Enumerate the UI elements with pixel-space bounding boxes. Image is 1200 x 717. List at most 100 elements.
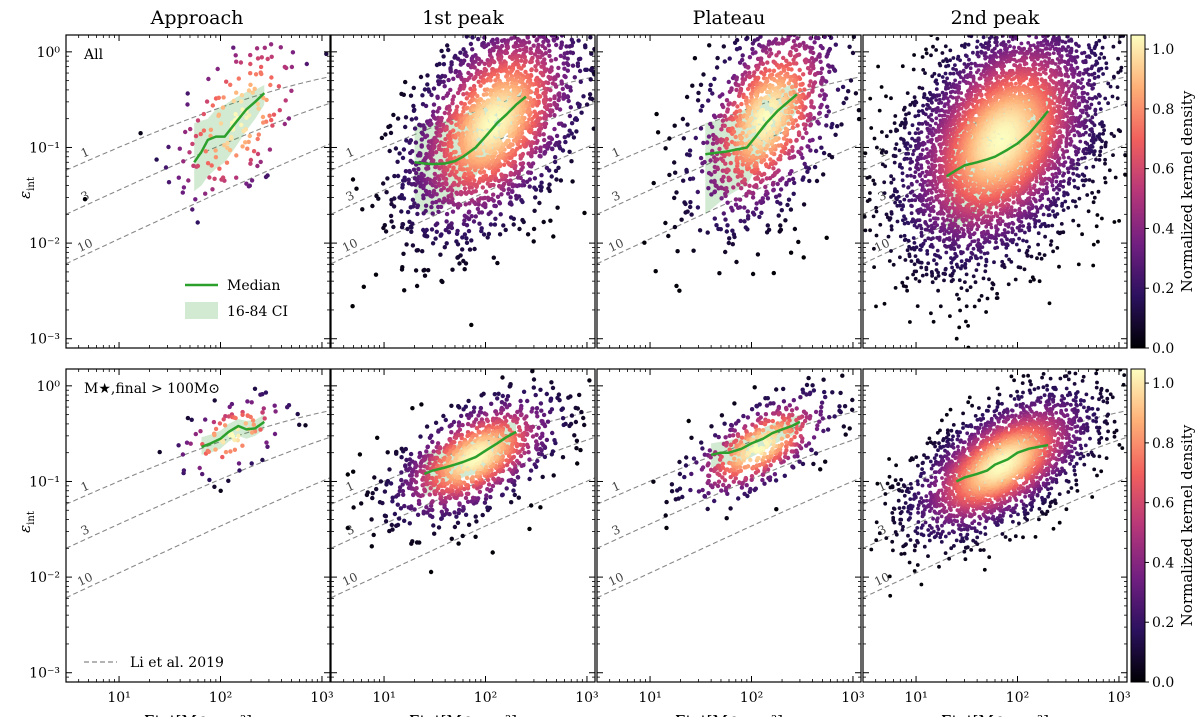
scatter-point xyxy=(413,140,419,145)
scatter-point xyxy=(1093,112,1098,117)
scatter-point xyxy=(726,240,731,246)
scatter-point xyxy=(937,97,942,102)
scatter-point xyxy=(574,129,579,134)
scatter-point xyxy=(1071,124,1076,129)
scatter-point xyxy=(447,107,452,113)
scatter-point xyxy=(181,159,186,164)
scatter-point xyxy=(1034,35,1039,40)
scatter-point xyxy=(511,159,516,165)
scatter-point xyxy=(289,88,294,94)
scatter-point xyxy=(472,126,477,132)
scatter-point xyxy=(710,91,715,96)
scatter-point xyxy=(408,138,414,143)
scatter-point xyxy=(932,258,936,263)
scatter-point xyxy=(947,226,951,231)
scatter-point xyxy=(483,173,489,178)
scatter-point xyxy=(256,106,261,111)
scatter-point xyxy=(1096,239,1100,244)
scatter-point xyxy=(959,259,964,264)
scatter-point xyxy=(410,160,415,165)
scatter-point xyxy=(734,155,740,161)
scatter-point xyxy=(1063,40,1068,45)
scatter-point xyxy=(1022,267,1027,272)
scatter-point xyxy=(1081,149,1086,154)
scatter-point xyxy=(187,150,192,155)
scatter-point xyxy=(1013,232,1018,237)
scatter-point xyxy=(505,138,510,144)
scatter-point xyxy=(1104,66,1109,70)
scatter-point xyxy=(728,160,733,166)
scatter-point xyxy=(418,74,424,80)
scatter-point xyxy=(522,60,528,65)
scatter-point xyxy=(422,87,428,92)
scatter-point xyxy=(928,201,933,206)
scatter-point xyxy=(916,109,921,114)
scatter-point xyxy=(975,45,979,50)
scatter-point xyxy=(441,185,447,191)
scatter-point xyxy=(942,104,947,109)
scatter-point xyxy=(427,89,432,94)
scatter-point xyxy=(898,200,902,204)
scatter-point xyxy=(825,104,830,110)
scatter-point xyxy=(929,223,934,228)
scatter-point xyxy=(969,35,974,39)
scatter-point xyxy=(994,240,998,245)
scatter-point xyxy=(781,99,786,104)
scatter-point xyxy=(190,141,195,147)
scatter-point xyxy=(707,87,713,93)
scatter-point xyxy=(1034,205,1039,210)
li2019-curve-alpha-10 xyxy=(66,143,330,265)
scatter-point xyxy=(464,53,469,59)
scatter-point xyxy=(985,251,990,256)
scatter-point xyxy=(228,82,233,88)
scatter-point xyxy=(434,138,440,144)
scatter-point xyxy=(884,134,889,139)
scatter-point xyxy=(231,45,236,50)
scatter-point xyxy=(1062,179,1066,184)
scatter-point xyxy=(778,223,783,228)
scatter-point xyxy=(979,51,984,55)
scatter-point xyxy=(552,100,557,106)
scatter-point xyxy=(532,109,537,114)
scatter-point xyxy=(255,163,260,169)
scatter-point xyxy=(489,121,495,126)
scatter-point xyxy=(210,103,215,108)
scatter-point xyxy=(992,260,996,265)
scatter-point xyxy=(456,201,461,207)
scatter-point xyxy=(533,64,538,69)
scatter-point xyxy=(239,99,244,104)
scatter-point xyxy=(1026,41,1031,45)
scatter-point xyxy=(220,105,226,110)
scatter-point xyxy=(435,95,440,101)
scatter-point xyxy=(457,176,462,182)
scatter-point xyxy=(813,35,819,40)
scatter-point xyxy=(476,113,481,118)
scatter-point xyxy=(811,84,816,90)
scatter-point xyxy=(912,262,917,267)
scatter-point xyxy=(1010,37,1015,42)
scatter-point xyxy=(740,130,745,136)
scatter-point xyxy=(514,193,519,199)
scatter-point xyxy=(449,120,454,125)
scatter-point xyxy=(564,61,570,66)
scatter-point xyxy=(791,191,796,196)
scatter-point xyxy=(1070,72,1074,76)
scatter-point xyxy=(508,195,513,200)
scatter-point xyxy=(256,132,261,137)
scatter-point xyxy=(195,118,201,123)
scatter-point xyxy=(801,72,806,77)
scatter-point xyxy=(451,180,457,186)
scatter-point xyxy=(528,59,533,65)
scatter-point xyxy=(444,152,450,157)
scatter-point xyxy=(533,195,538,200)
scatter-point xyxy=(1087,133,1092,137)
scatter-point xyxy=(917,218,922,223)
scatter-point xyxy=(984,257,989,262)
scatter-point xyxy=(547,135,552,140)
scatter-point xyxy=(902,233,907,238)
scatter-point xyxy=(912,95,917,100)
scatter-point xyxy=(960,43,964,48)
scatter-point xyxy=(946,63,951,68)
scatter-point xyxy=(1042,253,1047,257)
